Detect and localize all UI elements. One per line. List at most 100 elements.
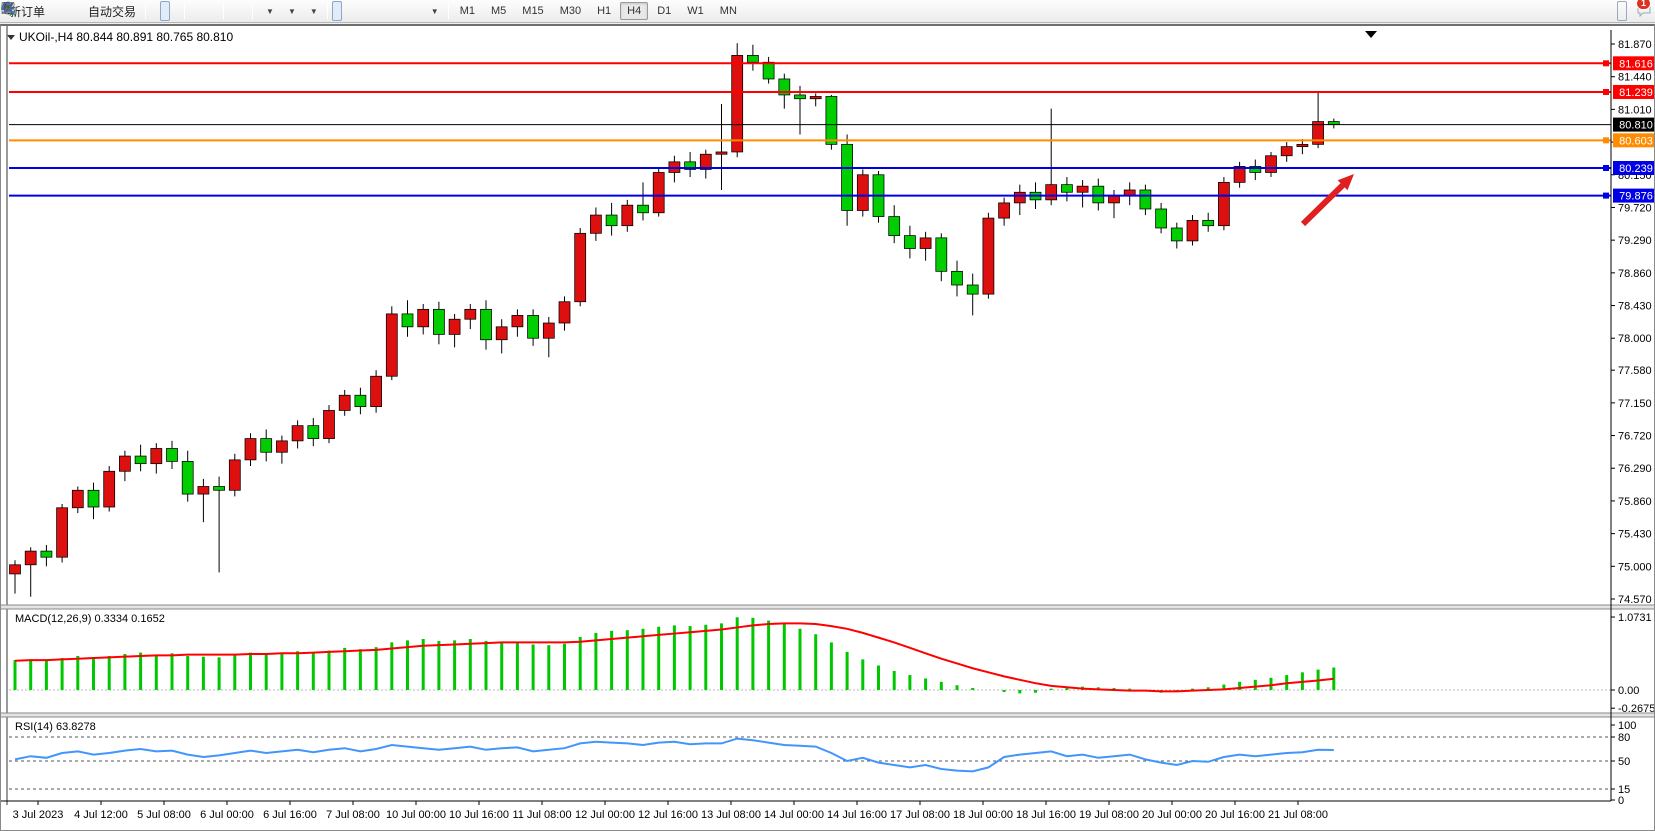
level-handle[interactable] bbox=[1603, 60, 1609, 67]
market-watch-button[interactable] bbox=[1, 1, 70, 21]
crosshair-button[interactable] bbox=[2, 1, 352, 21]
level-handle[interactable] bbox=[1603, 192, 1609, 199]
candle-body bbox=[244, 438, 257, 461]
notifications-button[interactable]: 1 bbox=[1635, 0, 1651, 21]
time-tick-label: 11 Jul 08:00 bbox=[512, 809, 571, 821]
time-tick-label: 20 Jul 16:00 bbox=[1205, 809, 1265, 821]
time-tick-label: 4 Jul 12:00 bbox=[74, 809, 128, 821]
pane-separator[interactable] bbox=[1, 713, 1654, 717]
svg-text:T: T bbox=[5, 4, 11, 14]
annotation-arrow[interactable] bbox=[1300, 174, 1354, 227]
symbol-title: UKOil-,H4 80.844 80.891 80.765 80.810 bbox=[19, 30, 233, 44]
signals-button[interactable] bbox=[2, 1, 80, 21]
level-handle[interactable] bbox=[1603, 137, 1609, 144]
time-tick-label: 10 Jul 16:00 bbox=[449, 809, 509, 821]
bar-chart-button[interactable] bbox=[3, 1, 160, 21]
trendline-button[interactable] bbox=[2, 1, 382, 21]
fibonacci-button[interactable]: F bbox=[2, 1, 402, 21]
timeframe-MN[interactable]: MN bbox=[719, 5, 737, 17]
price-badge bbox=[1613, 56, 1654, 71]
zoom-in-button[interactable] bbox=[1, 1, 199, 21]
chevron-down-icon: ▼ bbox=[309, 6, 318, 16]
time-tick-label: 7 Jul 08:00 bbox=[326, 809, 380, 821]
time-tick-label: 17 Jul 08:00 bbox=[890, 809, 950, 821]
chevron-down-icon: ▼ bbox=[287, 6, 296, 16]
candle-body bbox=[401, 313, 414, 328]
text-button[interactable]: A bbox=[4, 1, 412, 21]
level-handle[interactable] bbox=[1603, 165, 1609, 172]
time-axis-labels: 3 Jul 2023 4 Jul 12:00 5 Jul 08:00 6 Jul 00… bbox=[13, 801, 1328, 821]
time-tick-label: 5 Jul 08:00 bbox=[137, 809, 191, 821]
svg-text:A: A bbox=[4, 1, 12, 15]
chart-shift-marker[interactable] bbox=[1365, 31, 1377, 38]
orders-button[interactable] bbox=[2, 1, 60, 21]
collapse-icon[interactable] bbox=[7, 35, 15, 40]
candle-body bbox=[527, 315, 539, 339]
price-tick-label: 78.000 bbox=[1618, 333, 1652, 345]
chart-background bbox=[1, 26, 1654, 830]
timeframe-H4[interactable]: H4 bbox=[620, 2, 649, 20]
line-chart-button[interactable] bbox=[1, 1, 180, 21]
timeframe-M5[interactable]: M5 bbox=[491, 5, 507, 17]
rsi-tick-label: 80 bbox=[1618, 732, 1630, 744]
candle-body bbox=[464, 308, 477, 320]
timeframe-M30[interactable]: M30 bbox=[559, 5, 582, 17]
candle-body bbox=[1092, 185, 1105, 204]
price-tick-label: 77.580 bbox=[1618, 365, 1652, 377]
price-tick-label: 81.440 bbox=[1618, 72, 1652, 84]
tile-windows-button[interactable] bbox=[1, 1, 219, 21]
chart-shift-button[interactable] bbox=[2, 1, 248, 21]
time-tick-label: 18 Jul 16:00 bbox=[1016, 809, 1076, 821]
price-tick-label: 75.860 bbox=[1618, 496, 1652, 508]
candle-body bbox=[307, 425, 320, 439]
pane-separator[interactable] bbox=[1, 605, 1654, 609]
candle-body bbox=[558, 301, 571, 324]
horizontal-line-button[interactable] bbox=[2, 1, 372, 21]
arrows-button[interactable]: ▼ bbox=[3, 1, 444, 21]
candle-body bbox=[291, 425, 304, 442]
new-order-button[interactable]: 新订单 bbox=[4, 1, 50, 21]
zoom-out-button[interactable] bbox=[1, 1, 209, 21]
cursor-button[interactable] bbox=[4, 1, 342, 21]
search-button[interactable] bbox=[2, 1, 1627, 21]
text-label-button[interactable]: T bbox=[1, 1, 422, 21]
vertical-line-button[interactable] bbox=[7, 1, 362, 21]
time-tick-label: 6 Jul 00:00 bbox=[200, 809, 254, 821]
candle-body bbox=[825, 96, 838, 145]
timeframe-D1[interactable]: D1 bbox=[657, 5, 672, 17]
indicators-button[interactable]: ▼ bbox=[1, 1, 279, 21]
candle-body bbox=[747, 55, 759, 63]
candle-body bbox=[24, 550, 37, 566]
price-badge bbox=[1613, 161, 1654, 176]
candle-body bbox=[809, 96, 822, 100]
rsi-line bbox=[14, 737, 1334, 773]
candlesticks bbox=[9, 43, 1340, 597]
timeframe-W1[interactable]: W1 bbox=[687, 5, 704, 17]
separator bbox=[184, 3, 186, 19]
auto-scroll-button[interactable] bbox=[2, 1, 238, 21]
timeframe-M1[interactable]: M1 bbox=[459, 5, 475, 17]
candle-body bbox=[1139, 189, 1152, 210]
candle-body bbox=[56, 507, 68, 558]
price-tick-label: 75.430 bbox=[1618, 529, 1652, 541]
time-tick-label: 21 Jul 08:00 bbox=[1268, 809, 1328, 821]
price-badge-label: 80.603 bbox=[1619, 135, 1653, 147]
channel-button[interactable]: E bbox=[1, 1, 392, 21]
candle-body bbox=[338, 394, 351, 411]
time-tick-label: 10 Jul 00:00 bbox=[386, 809, 446, 821]
price-tick-label: 75.000 bbox=[1618, 561, 1652, 573]
candlestick-chart-button[interactable] bbox=[2, 1, 171, 21]
chart-canvas[interactable]: 81.87081.44081.01080.58080.15079.72079.2… bbox=[1, 26, 1654, 830]
periods-button[interactable]: ▼ bbox=[1, 1, 301, 21]
level-handle[interactable] bbox=[1603, 88, 1609, 95]
autotrading-button[interactable]: 自动交易 bbox=[1, 1, 141, 21]
candle-body bbox=[574, 232, 587, 303]
time-tick-label: 20 Jul 00:00 bbox=[1142, 809, 1202, 821]
time-tick-label: 12 Jul 16:00 bbox=[638, 809, 698, 821]
timeframe-M15[interactable]: M15 bbox=[522, 5, 544, 17]
templates-button[interactable]: ▼ bbox=[1, 1, 323, 21]
candle-body bbox=[856, 174, 869, 211]
timeframe-H1[interactable]: H1 bbox=[597, 5, 612, 17]
candle-body bbox=[276, 440, 288, 453]
rsi-label: RSI(14) 63.8278 bbox=[15, 721, 96, 733]
